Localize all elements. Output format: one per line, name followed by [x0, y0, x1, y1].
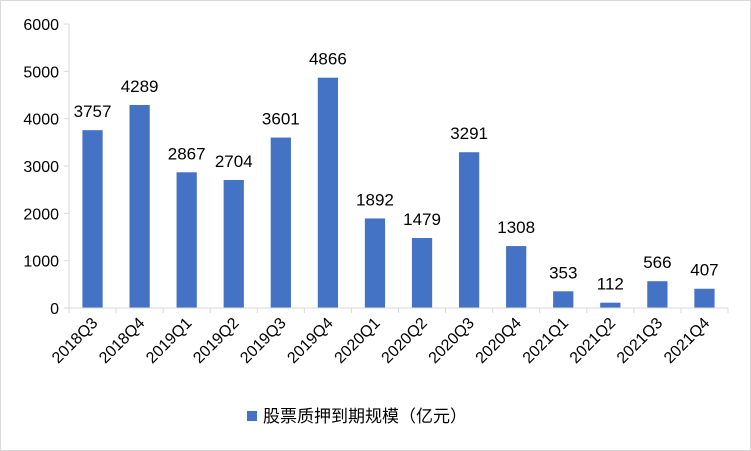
bar [600, 302, 621, 308]
bar [270, 137, 291, 308]
legend: 股票质押到期规模（亿元） [247, 407, 467, 427]
data-labels: 3757 4289 2867 2704 3601 4866 1892 1479 3291 1308… [74, 50, 719, 294]
data-label: 3601 [262, 110, 300, 129]
x-tick-label: 2019Q2 [190, 315, 242, 367]
data-label: 1308 [497, 218, 535, 237]
bar [176, 172, 197, 308]
x-tick-label: 2020Q1 [332, 315, 384, 367]
data-label: 112 [597, 275, 624, 294]
bar [458, 152, 480, 308]
x-tick-label: 2020Q2 [379, 315, 431, 367]
x-axis: 2018Q32018Q42019Q12019Q22019Q32019Q42020… [49, 307, 729, 367]
y-tick-label: 5000 [23, 64, 59, 81]
data-label: 1892 [356, 190, 394, 209]
x-tick-label: 2018Q4 [96, 315, 148, 367]
legend-label: 股票质押到期规模（亿元） [263, 407, 467, 427]
data-label: 2704 [215, 152, 253, 171]
data-label: 2867 [168, 144, 206, 163]
y-axis: 0 1000 2000 3000 4000 5000 6000 [23, 17, 70, 318]
y-tick-label: 6000 [23, 17, 59, 34]
bar [82, 130, 103, 308]
legend-swatch [247, 411, 257, 421]
x-tick-label: 2021Q1 [520, 315, 572, 367]
x-tick-label: 2021Q3 [614, 315, 666, 367]
data-label: 4866 [309, 50, 347, 69]
bar [223, 180, 244, 308]
bar [411, 237, 433, 308]
y-tick-label: 0 [50, 301, 59, 318]
bar [129, 104, 150, 308]
x-tick-label: 2019Q1 [143, 315, 195, 367]
x-tick-label: 2019Q4 [284, 315, 336, 367]
x-tick-label: 2019Q3 [237, 315, 289, 367]
data-label: 1479 [403, 210, 441, 229]
data-label: 566 [643, 253, 671, 272]
data-label: 3757 [74, 102, 112, 121]
data-label: 3291 [450, 124, 488, 143]
bar [553, 291, 574, 308]
x-tick-label: 2020Q3 [426, 315, 478, 367]
x-tick-label: 2021Q2 [567, 315, 619, 367]
bar [506, 246, 527, 308]
data-label: 4289 [121, 77, 159, 96]
data-label: 407 [690, 261, 718, 280]
bar [694, 288, 715, 308]
bar [317, 77, 339, 309]
y-tick-label: 2000 [23, 206, 59, 223]
bars [82, 77, 715, 309]
y-tick-label: 4000 [23, 112, 59, 129]
bar [647, 281, 668, 308]
x-tick-label: 2018Q3 [49, 315, 101, 367]
y-tick-label: 3000 [23, 159, 59, 176]
data-label: 353 [549, 263, 577, 282]
bar [364, 218, 386, 308]
x-tick-label: 2021Q4 [661, 315, 713, 367]
x-tick-label: 2020Q4 [473, 315, 525, 367]
y-tick-label: 1000 [23, 254, 59, 271]
